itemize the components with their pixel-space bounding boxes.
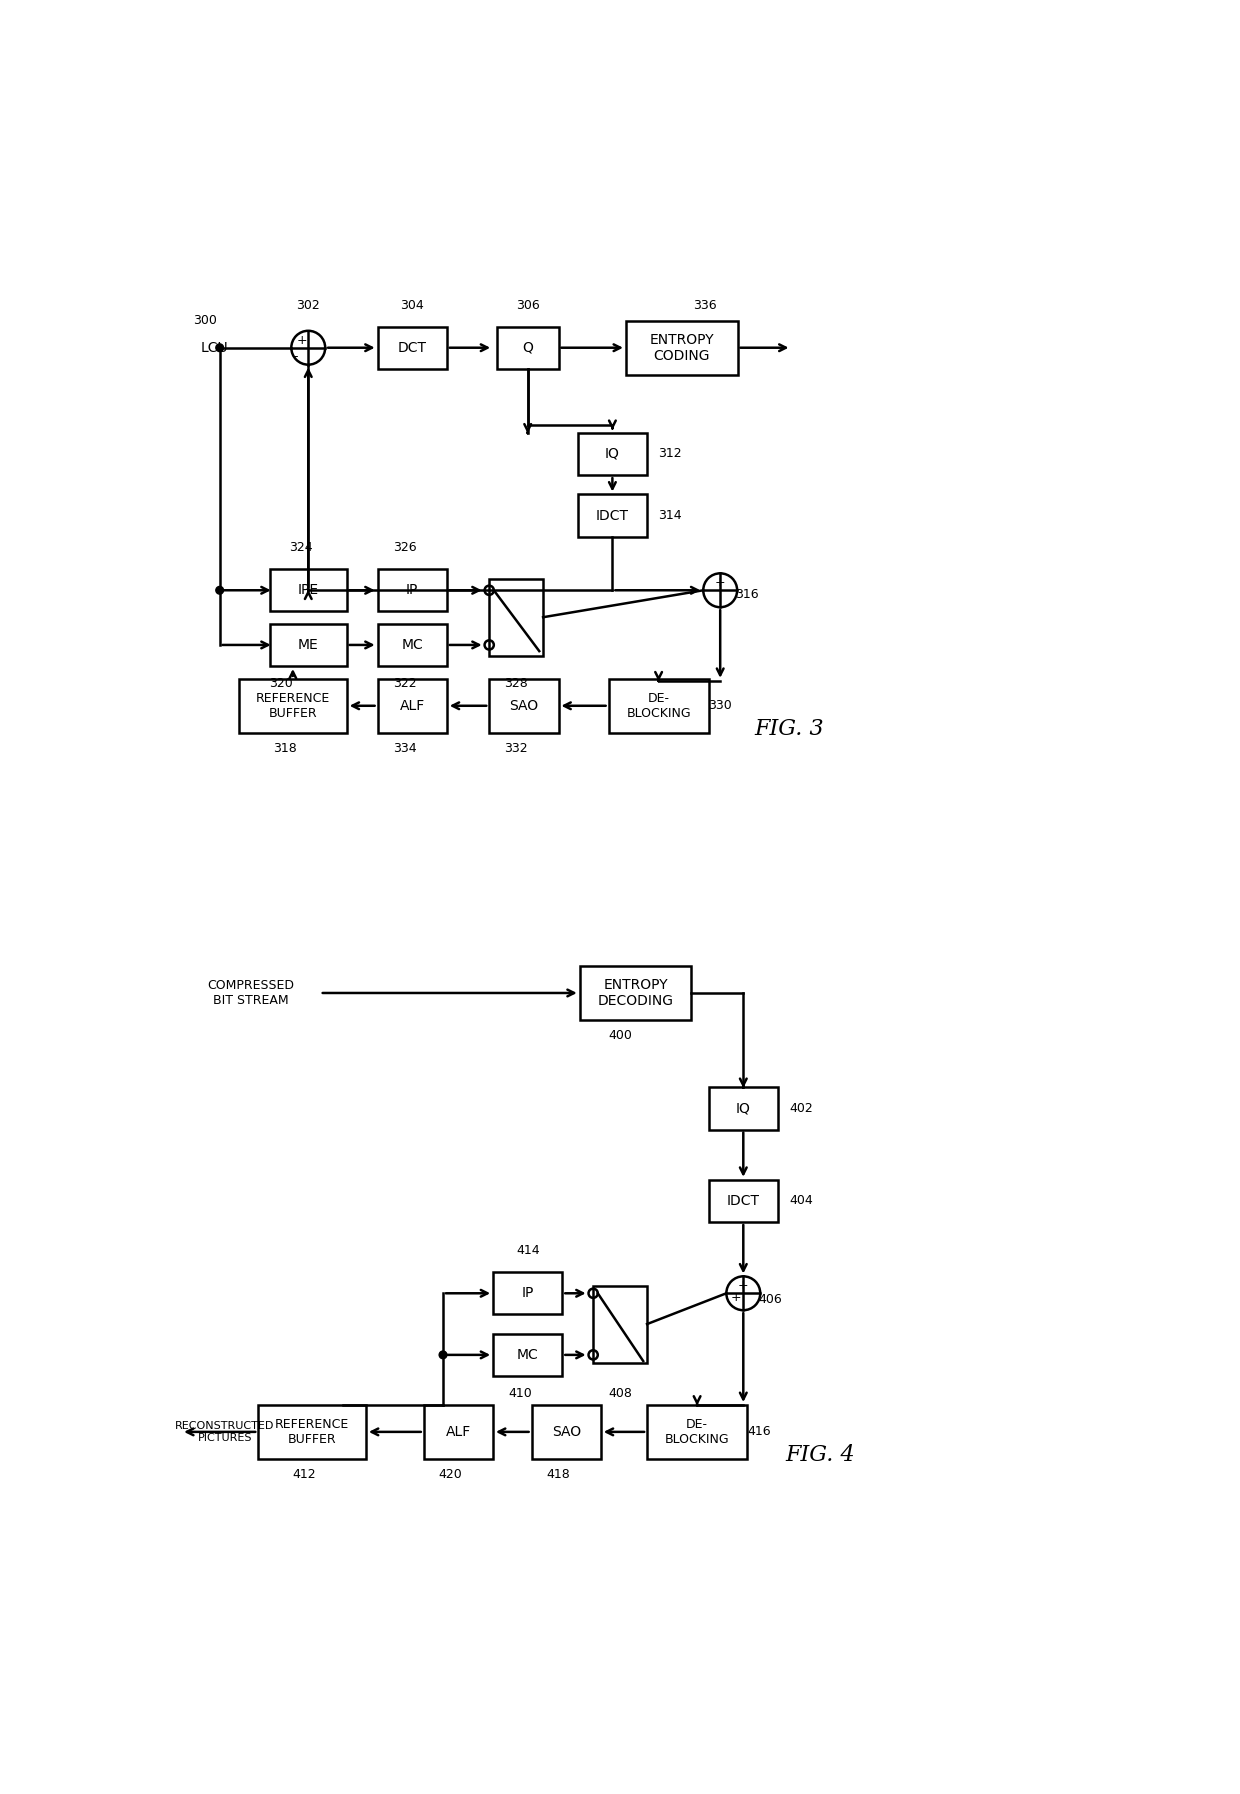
- Text: 314: 314: [658, 509, 682, 522]
- Text: 336: 336: [693, 300, 717, 312]
- Bar: [270, 569, 347, 612]
- Bar: [494, 1333, 563, 1376]
- Text: -: -: [294, 350, 298, 364]
- Bar: [494, 1272, 563, 1315]
- Text: IDCT: IDCT: [596, 508, 629, 522]
- Text: +: +: [730, 1290, 742, 1304]
- Text: 324: 324: [289, 542, 312, 554]
- Text: IQ: IQ: [735, 1102, 750, 1116]
- Bar: [490, 579, 543, 657]
- Text: 410: 410: [508, 1387, 532, 1399]
- Circle shape: [439, 1351, 446, 1358]
- Text: 312: 312: [658, 447, 682, 461]
- Text: IP: IP: [405, 583, 418, 597]
- Text: 334: 334: [393, 741, 417, 755]
- Bar: [647, 1405, 748, 1459]
- Text: 420: 420: [439, 1467, 463, 1480]
- Bar: [239, 678, 347, 732]
- Bar: [258, 1405, 366, 1459]
- Text: 406: 406: [759, 1293, 782, 1306]
- Text: 402: 402: [789, 1102, 813, 1116]
- Text: COMPRESSED
BIT STREAM: COMPRESSED BIT STREAM: [207, 980, 294, 1006]
- Bar: [626, 321, 738, 375]
- Circle shape: [216, 587, 223, 594]
- Bar: [424, 1405, 494, 1459]
- Bar: [708, 1180, 777, 1222]
- Text: IQ: IQ: [605, 447, 620, 461]
- Text: IDCT: IDCT: [727, 1193, 760, 1207]
- Text: ALF: ALF: [445, 1424, 471, 1439]
- Text: 404: 404: [789, 1195, 813, 1207]
- Text: 326: 326: [393, 542, 417, 554]
- Text: IPE: IPE: [298, 583, 319, 597]
- Text: IP: IP: [522, 1286, 534, 1301]
- Text: ENTROPY
CODING: ENTROPY CODING: [650, 332, 714, 362]
- Bar: [497, 327, 558, 370]
- Bar: [377, 624, 446, 666]
- Text: 304: 304: [401, 300, 424, 312]
- Text: FIG. 4: FIG. 4: [785, 1444, 856, 1466]
- Text: 412: 412: [293, 1467, 316, 1480]
- Text: 414: 414: [516, 1245, 539, 1258]
- Text: DE-
BLOCKING: DE- BLOCKING: [626, 692, 691, 719]
- Bar: [532, 1405, 601, 1459]
- Text: 300: 300: [192, 314, 217, 327]
- Bar: [609, 678, 708, 732]
- Text: 318: 318: [273, 741, 298, 755]
- Text: ME: ME: [298, 639, 319, 651]
- Text: REFERENCE
BUFFER: REFERENCE BUFFER: [255, 692, 330, 719]
- Text: ALF: ALF: [399, 700, 425, 712]
- Text: 302: 302: [296, 300, 320, 312]
- Bar: [270, 624, 347, 666]
- Bar: [579, 965, 692, 1021]
- Text: +: +: [715, 576, 725, 588]
- Circle shape: [216, 344, 223, 352]
- Text: 320: 320: [269, 676, 293, 691]
- Text: DCT: DCT: [398, 341, 427, 355]
- Text: RECONSTRUCTED
PICTURES: RECONSTRUCTED PICTURES: [175, 1421, 274, 1442]
- Text: +: +: [296, 334, 308, 346]
- Bar: [377, 678, 446, 732]
- Text: SAO: SAO: [510, 700, 538, 712]
- Text: FIG. 3: FIG. 3: [755, 718, 825, 739]
- Text: 408: 408: [608, 1387, 632, 1399]
- Text: Q: Q: [522, 341, 533, 355]
- Text: MC: MC: [517, 1347, 538, 1362]
- Text: 400: 400: [608, 1028, 632, 1042]
- Bar: [578, 495, 647, 536]
- Text: 328: 328: [505, 676, 528, 691]
- Text: 332: 332: [505, 741, 528, 755]
- Text: +: +: [738, 1279, 749, 1292]
- Text: 306: 306: [516, 300, 539, 312]
- Text: 330: 330: [708, 700, 732, 712]
- Bar: [377, 327, 446, 370]
- Text: LCU: LCU: [201, 341, 228, 355]
- Text: 418: 418: [547, 1467, 570, 1480]
- Text: 322: 322: [393, 676, 417, 691]
- Bar: [377, 569, 446, 612]
- Bar: [490, 678, 558, 732]
- Text: 316: 316: [735, 588, 759, 601]
- Text: MC: MC: [402, 639, 423, 651]
- Bar: [708, 1087, 777, 1130]
- Bar: [593, 1286, 647, 1363]
- Text: REFERENCE
BUFFER: REFERENCE BUFFER: [275, 1417, 350, 1446]
- Text: DE-
BLOCKING: DE- BLOCKING: [665, 1417, 729, 1446]
- Text: ENTROPY
DECODING: ENTROPY DECODING: [598, 978, 673, 1008]
- Text: 416: 416: [746, 1426, 770, 1439]
- Bar: [578, 432, 647, 475]
- Text: SAO: SAO: [552, 1424, 580, 1439]
